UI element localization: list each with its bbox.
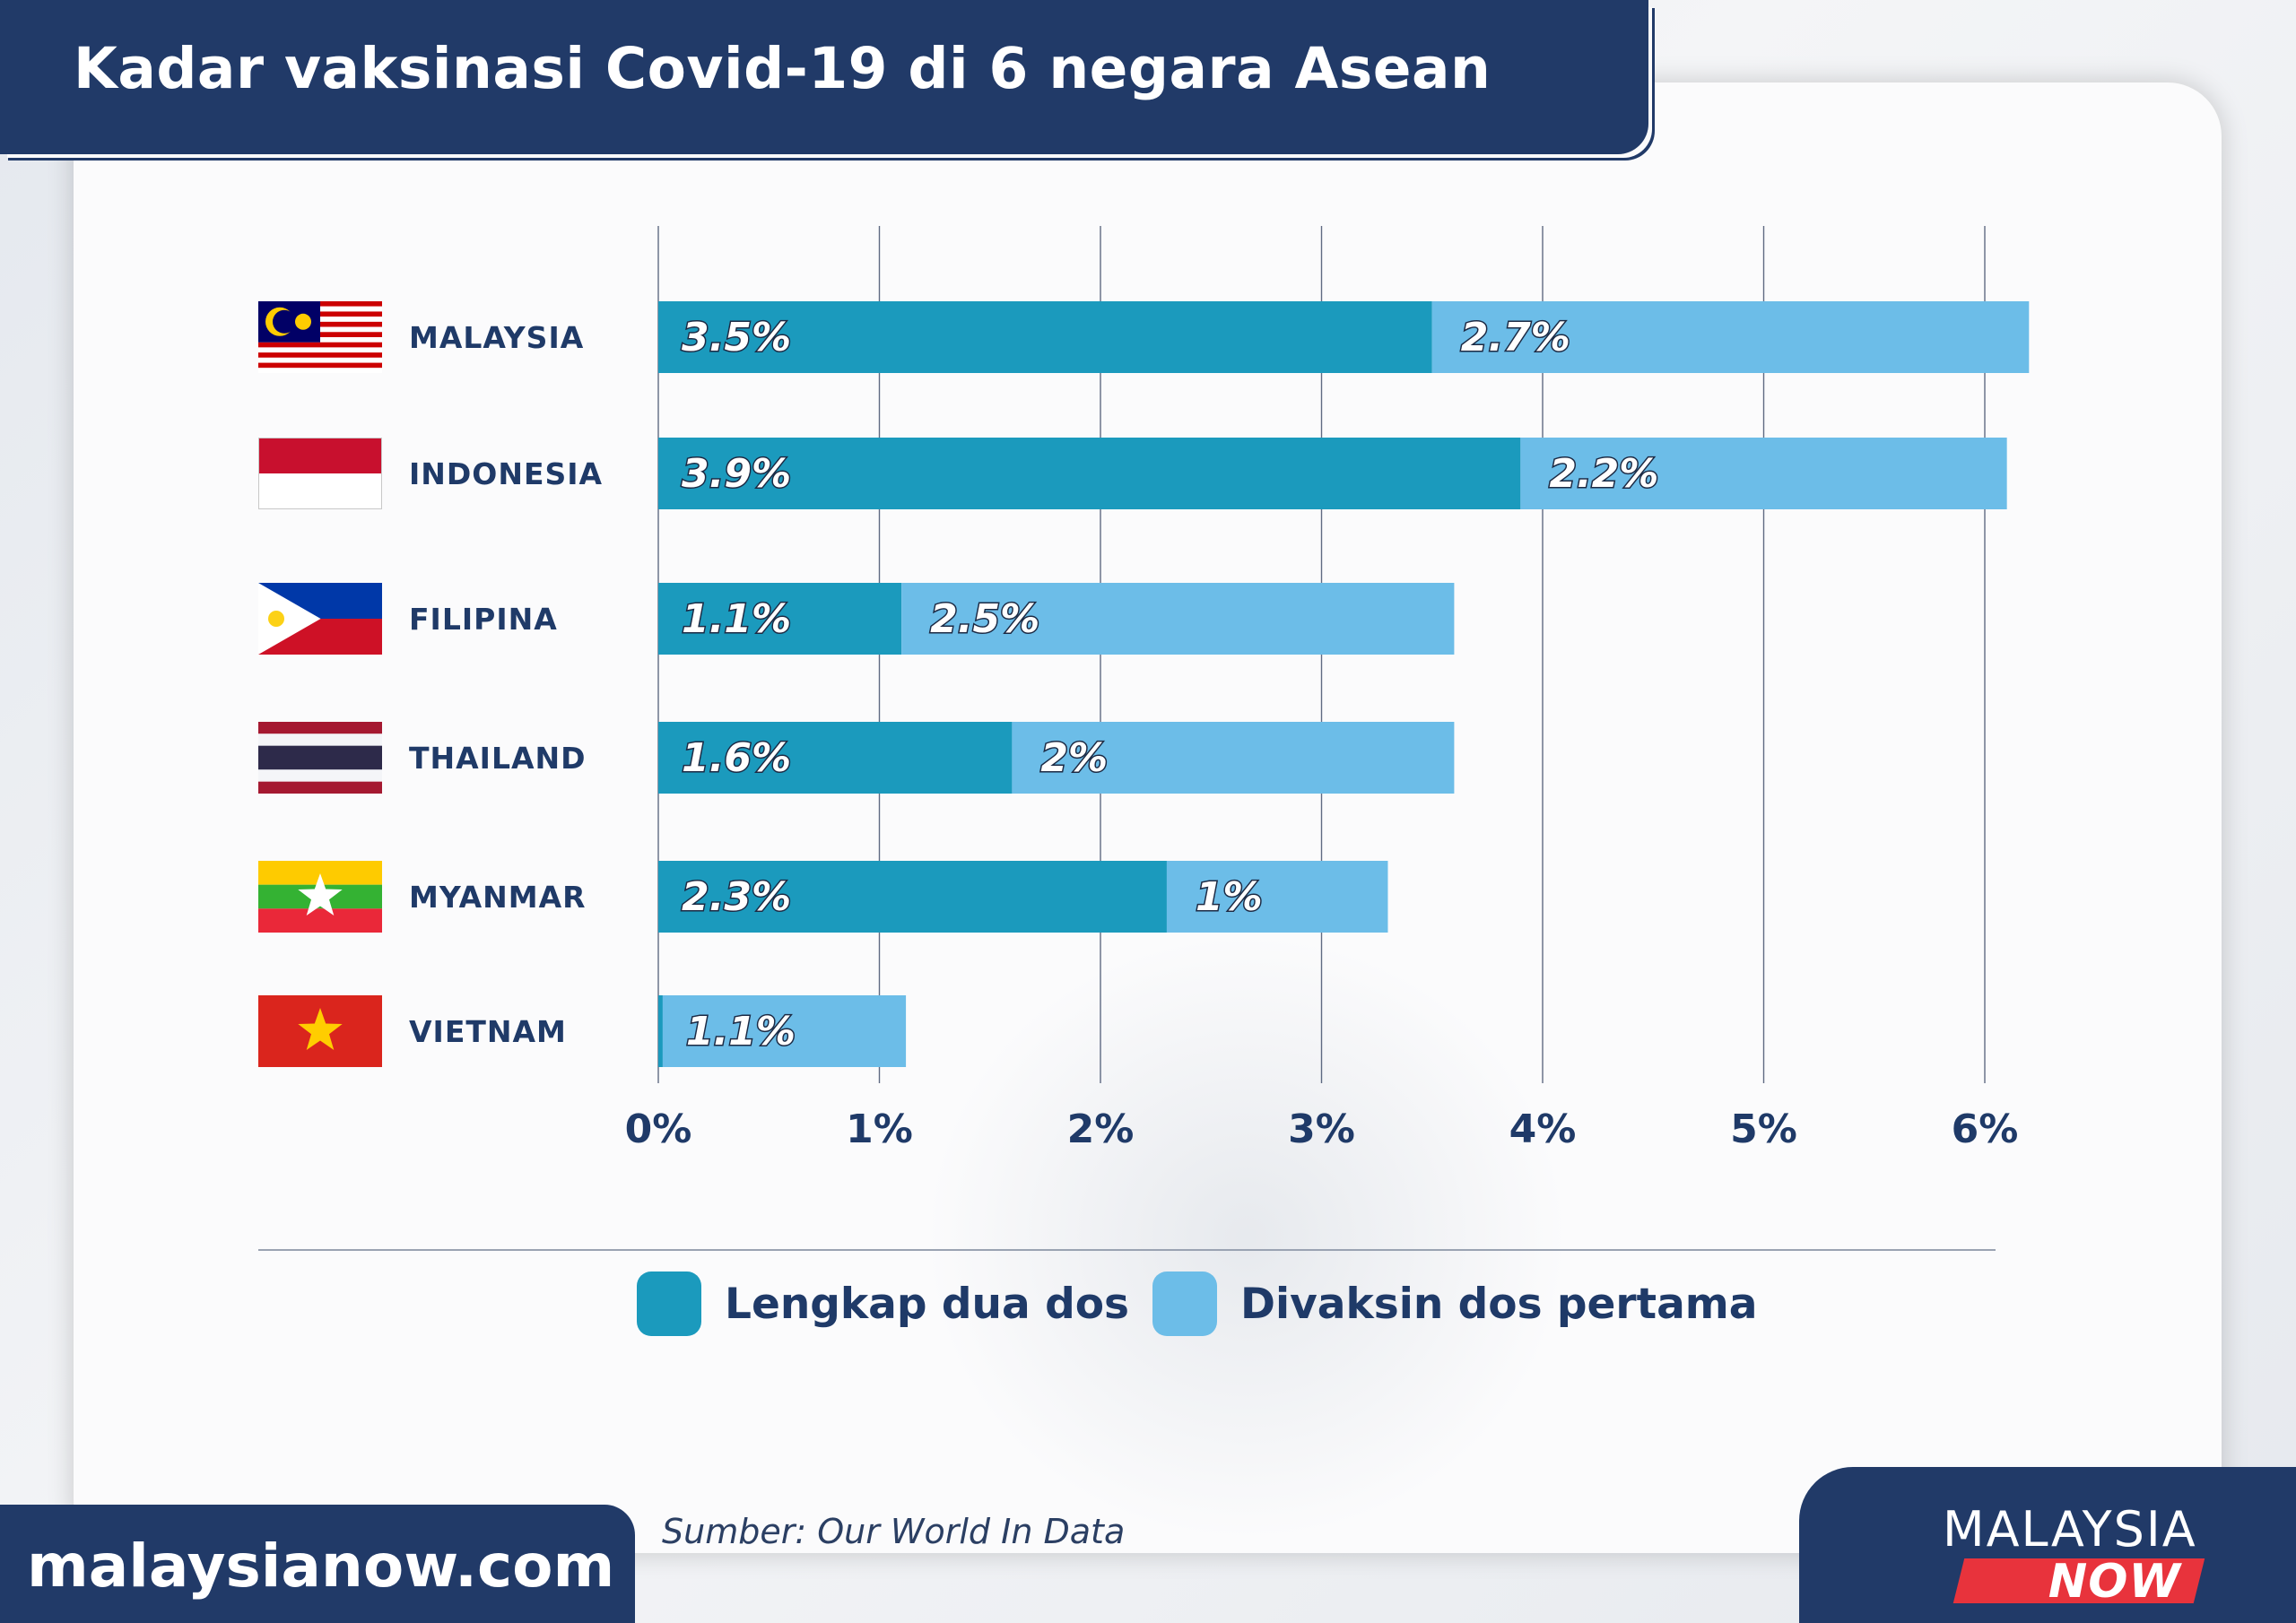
data-label: 1.1% — [682, 596, 791, 642]
flag-triangle — [258, 583, 321, 655]
x-tick-label: 5% — [1730, 1107, 1797, 1152]
country-label: INDONESIA — [409, 456, 603, 491]
flag-border — [258, 438, 382, 509]
data-label: 2.3% — [682, 874, 791, 920]
legend-swatch-full-dose — [637, 1271, 701, 1336]
legend-label-full-dose: Lengkap dua dos — [725, 1279, 1129, 1329]
flag-band — [258, 473, 382, 509]
data-label: 1.1% — [686, 1009, 796, 1055]
bar-first-dose — [662, 995, 907, 1067]
legend-item-first-dose: Divaksin dos pertama — [1152, 1271, 1757, 1336]
vietnam-flag-icon — [258, 995, 382, 1067]
data-label: 3.9% — [682, 451, 791, 497]
flag-stripe — [258, 722, 382, 734]
flag-stripe — [258, 362, 382, 369]
flag-stripe — [258, 347, 382, 353]
flag-stripe — [258, 352, 382, 358]
malaysia-flag-icon — [258, 301, 382, 373]
flag-star — [298, 873, 343, 916]
flag-stripe — [258, 781, 382, 794]
data-label: 3.5% — [682, 315, 791, 360]
logo-text-malaysia: MALAYSIA — [1943, 1501, 2197, 1558]
country-label: FILIPINA — [409, 602, 558, 637]
bar-full-dose — [658, 438, 1521, 509]
flag-star — [298, 1008, 343, 1050]
x-tick-label: 3% — [1288, 1107, 1355, 1152]
background-photo — [924, 933, 1570, 1542]
thailand-flag-icon — [258, 722, 382, 794]
bar-full-dose — [658, 301, 1432, 373]
country-label: MALAYSIA — [409, 320, 584, 355]
flag-stripe — [258, 357, 382, 363]
page-title: Kadar vaksinasi Covid-19 di 6 negara Ase… — [74, 36, 1492, 101]
myanmar-flag-icon — [258, 861, 382, 933]
x-tick-label: 1% — [846, 1107, 913, 1152]
indonesia-flag-icon — [258, 438, 382, 509]
logo-block: MALAYSIA NOW — [1799, 1467, 2296, 1623]
crescent-inner — [273, 309, 296, 334]
legend-item-full-dose: Lengkap dua dos — [637, 1271, 1129, 1336]
x-tick-label: 6% — [1952, 1107, 2019, 1152]
bar-first-dose — [1166, 861, 1388, 933]
flag-band — [258, 908, 382, 933]
flag-stripe — [258, 745, 382, 770]
x-tick-label: 2% — [1067, 1107, 1135, 1152]
source-note: Sumber: Our World In Data — [662, 1512, 1126, 1551]
country-label: VIETNAM — [409, 1014, 567, 1049]
data-label: 2.7% — [1461, 315, 1570, 360]
philippines-flag-icon — [258, 583, 382, 655]
country-label: MYANMAR — [409, 880, 587, 915]
website-url[interactable]: malaysianow.com — [27, 1532, 615, 1601]
flag-sun — [268, 611, 284, 627]
bar-full-dose — [658, 861, 1167, 933]
bar-full-dose — [658, 995, 663, 1067]
bar-first-dose — [1431, 301, 2030, 373]
logo-now-badge: NOW — [1952, 1555, 2205, 1609]
flag-stripe — [258, 368, 382, 373]
flag-stripe — [258, 733, 382, 746]
logo-text-now: NOW — [2048, 1555, 2181, 1609]
bar-first-dose — [1520, 438, 2007, 509]
data-label: 2.2% — [1549, 451, 1658, 497]
bar-full-dose — [658, 722, 1013, 794]
bar-first-dose — [1012, 722, 1455, 794]
country-label: THAILAND — [409, 741, 587, 776]
x-tick-label: 4% — [1509, 1107, 1577, 1152]
data-label: 2% — [1040, 735, 1108, 781]
bar-first-dose — [901, 583, 1455, 655]
x-tick-label: 0% — [625, 1107, 692, 1152]
flag-stripe — [258, 342, 382, 348]
bar-full-dose — [658, 583, 902, 655]
flag-band — [258, 438, 382, 473]
data-label: 1.6% — [682, 735, 791, 781]
legend-label-first-dose: Divaksin dos pertama — [1240, 1279, 1758, 1329]
data-label: 1% — [1196, 874, 1263, 920]
title-bar: Kadar vaksinasi Covid-19 di 6 negara Ase… — [0, 0, 1648, 154]
legend-swatch-first-dose — [1152, 1271, 1217, 1336]
flag-stripe — [258, 769, 382, 782]
website-footer: malaysianow.com — [0, 1505, 635, 1623]
data-label: 2.5% — [930, 596, 1039, 642]
flag-star — [295, 313, 311, 330]
